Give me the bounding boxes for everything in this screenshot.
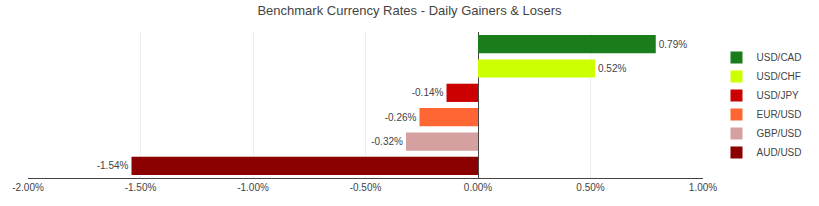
svg-text:-1.50%: -1.50% (125, 182, 157, 193)
svg-text:0.00%: 0.00% (464, 182, 492, 193)
svg-text:-0.32%: -0.32% (371, 136, 403, 147)
svg-text:-0.50%: -0.50% (350, 182, 382, 193)
svg-text:EUR/USD: EUR/USD (757, 109, 802, 120)
svg-text:0.79%: 0.79% (659, 39, 687, 50)
svg-text:USD/CHF: USD/CHF (757, 71, 801, 82)
svg-text:-0.14%: -0.14% (412, 87, 444, 98)
svg-text:-0.26%: -0.26% (385, 112, 417, 123)
svg-text:AUD/USD: AUD/USD (757, 147, 802, 158)
svg-text:-1.54%: -1.54% (97, 160, 129, 171)
svg-text:-2.00%: -2.00% (12, 182, 44, 193)
svg-text:USD/JPY: USD/JPY (757, 90, 800, 101)
svg-text:USD/CAD: USD/CAD (757, 52, 802, 63)
svg-text:1.00%: 1.00% (689, 182, 717, 193)
svg-text:0.50%: 0.50% (576, 182, 604, 193)
svg-text:GBP/USD: GBP/USD (757, 128, 802, 139)
svg-text:Benchmark Currency Rates - Dai: Benchmark Currency Rates - Daily Gainers… (257, 3, 562, 18)
svg-text:0.52%: 0.52% (598, 63, 626, 74)
svg-text:-1.00%: -1.00% (237, 182, 269, 193)
